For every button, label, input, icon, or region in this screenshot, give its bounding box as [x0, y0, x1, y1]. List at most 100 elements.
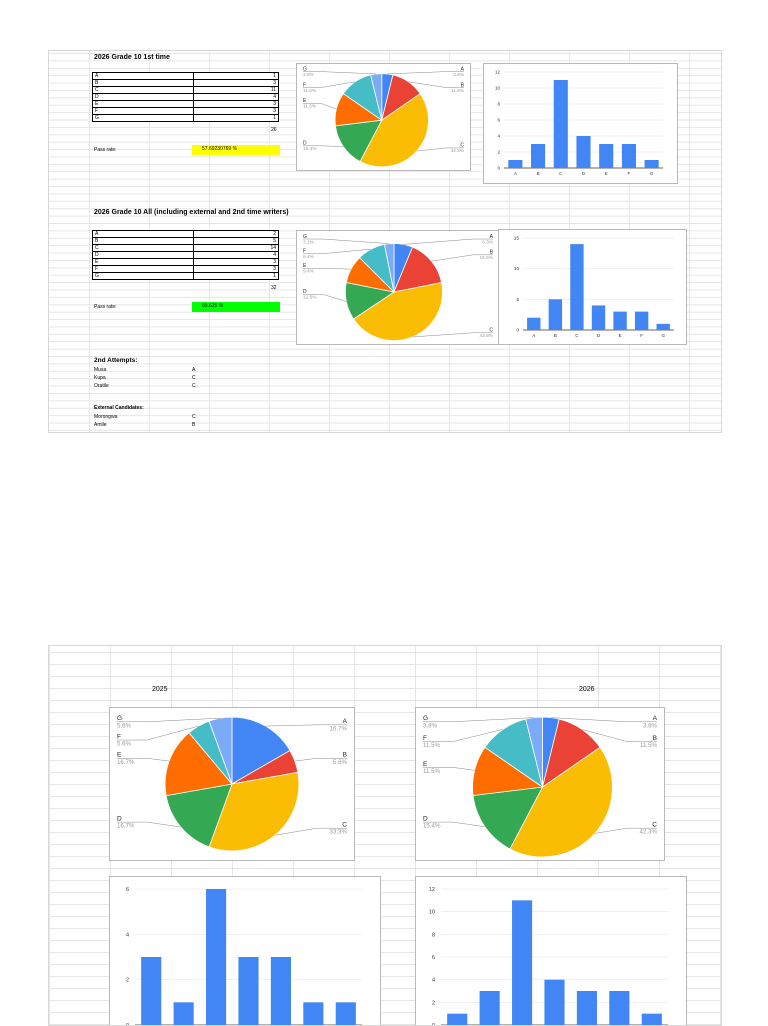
- pass-rate-cell-1[interactable]: 57.69230769 %: [192, 145, 280, 155]
- grade-cell[interactable]: A: [92, 72, 194, 80]
- count-cell[interactable]: 3: [193, 79, 279, 87]
- pie-chart-2026[interactable]: A 3.8% B 11.5% C 42.3% D 15.4% E 11.5% F 11.5% G 3.8%: [415, 707, 665, 861]
- count-cell[interactable]: 4: [193, 93, 279, 101]
- grade-cell[interactable]: G: [92, 114, 194, 122]
- bar-d[interactable]: [576, 136, 591, 168]
- bar-c[interactable]: [553, 80, 568, 168]
- pie-slice-c[interactable]: [509, 746, 613, 858]
- pie-chart-1st-time[interactable]: A 3.8% B 11.5% C 42.3% D 15.4% E 11.5% F 11.5% G 3.8%: [296, 63, 471, 171]
- pie-label: F: [303, 248, 306, 254]
- pie-label: G: [303, 66, 307, 72]
- grade-cell[interactable]: F: [92, 265, 194, 273]
- pie-slice-e[interactable]: [164, 732, 233, 797]
- bar-f[interactable]: [609, 991, 630, 1025]
- leader-line: [303, 103, 337, 110]
- pass-rate-cell-2[interactable]: 65.625 %: [192, 302, 280, 312]
- bar-chart-2026[interactable]: 0 2 4 6 8 10 12: [415, 876, 687, 1025]
- grade-cell[interactable]: C: [92, 86, 194, 94]
- pie-slice-c[interactable]: [353, 282, 443, 341]
- bar-a[interactable]: [508, 160, 523, 168]
- leader-line: [303, 294, 347, 302]
- bar-a[interactable]: [447, 1013, 468, 1025]
- count-cell[interactable]: 3: [193, 258, 279, 266]
- bar-g[interactable]: [335, 1002, 356, 1025]
- student-grade: C: [192, 414, 196, 420]
- count-cell[interactable]: 4: [193, 251, 279, 259]
- grade-cell[interactable]: D: [92, 251, 194, 259]
- count-cell[interactable]: 5: [193, 237, 279, 245]
- pie-percent: 43.8%: [480, 333, 494, 339]
- grade-cell[interactable]: F: [92, 107, 194, 115]
- pie-chart-2025[interactable]: A 16.7% B 5.6% C 33.3% D 16.7% E 16.7% F 5.6% G 5.6%: [109, 707, 355, 861]
- count-cell[interactable]: 1: [193, 114, 279, 122]
- x-tick-label: D: [582, 171, 586, 176]
- y-tick-label: 8: [497, 102, 500, 107]
- bar-f[interactable]: [634, 311, 649, 330]
- bar-d[interactable]: [238, 957, 259, 1025]
- pie-slice-d[interactable]: [472, 786, 544, 850]
- pie-label: E: [423, 761, 428, 768]
- bar-e[interactable]: [599, 144, 614, 168]
- bar-a[interactable]: [527, 317, 541, 330]
- leader-line: [117, 717, 221, 723]
- bar-chart-all[interactable]: 0 5 10 15 A B C D E F G: [498, 229, 687, 345]
- grade-cell[interactable]: E: [92, 258, 194, 266]
- x-tick-label: F: [628, 171, 631, 176]
- pie-slice-c[interactable]: [208, 771, 300, 852]
- bar-c[interactable]: [512, 900, 533, 1025]
- student-name: Kupa: [94, 375, 106, 381]
- pie-percent: 9.4%: [303, 269, 315, 275]
- pie-slice-g[interactable]: [384, 243, 395, 293]
- bar-chart-1st-time[interactable]: 0 2 4 6 8 10 12 A B C D E F G: [483, 63, 678, 184]
- grade-cell[interactable]: D: [92, 93, 194, 101]
- grade-cell[interactable]: G: [92, 272, 194, 280]
- grade-cell[interactable]: B: [92, 79, 194, 87]
- bar-f[interactable]: [303, 1002, 324, 1025]
- bar-f[interactable]: [621, 144, 636, 168]
- leader-line: [117, 725, 199, 741]
- grade-cell[interactable]: C: [92, 244, 194, 252]
- grade-cell[interactable]: E: [92, 100, 194, 108]
- bar-d[interactable]: [544, 979, 565, 1025]
- bar-d[interactable]: [591, 305, 606, 330]
- count-cell[interactable]: 11: [193, 86, 279, 94]
- count-cell[interactable]: 3: [193, 265, 279, 273]
- pie-percent: 5.6%: [117, 722, 132, 729]
- bar-b[interactable]: [531, 144, 546, 168]
- leader-line: [303, 145, 344, 147]
- bar-c[interactable]: [570, 244, 584, 330]
- spreadsheet-top[interactable]: 2026 Grade 10 1st time A 1 B 3 C 11 D 4 E 3 F 3 G 1 2…: [48, 50, 722, 433]
- count-cell[interactable]: 3: [193, 107, 279, 115]
- pie-label: F: [423, 735, 427, 742]
- count-cell[interactable]: 3: [193, 100, 279, 108]
- spreadsheet-bottom[interactable]: 2025 2026 A 16.7% B 5.6% C 33.3% D 16.7% E 16.7% F…: [48, 645, 722, 1026]
- bar-a[interactable]: [141, 957, 162, 1025]
- pie-chart-all[interactable]: A 6.3% B 15.6% C 43.8% D 12.5% E 9.4% F 9.4% G 3.1%: [296, 230, 500, 345]
- bar-g[interactable]: [644, 160, 659, 168]
- grade-cell[interactable]: A: [92, 230, 194, 238]
- leader-line: [408, 81, 464, 88]
- bar-e[interactable]: [576, 991, 597, 1025]
- bar-b[interactable]: [479, 991, 500, 1025]
- bar-c[interactable]: [206, 889, 227, 1025]
- count-cell[interactable]: 2: [193, 230, 279, 238]
- pie-all-svg: A6.3%B15.6%C43.8%D12.5%E9.4%F9.4%G3.1%: [303, 234, 494, 341]
- bar-g[interactable]: [656, 323, 670, 330]
- pie-percent: 11.5%: [423, 742, 441, 749]
- leader-line: [303, 81, 356, 88]
- bar-e[interactable]: [270, 957, 291, 1025]
- y-tick-label: 5: [516, 297, 519, 302]
- bar-g[interactable]: [641, 1013, 662, 1025]
- count-cell[interactable]: 14: [193, 244, 279, 252]
- bar-b[interactable]: [173, 1002, 194, 1025]
- count-cell[interactable]: 1: [193, 272, 279, 280]
- grade-cell[interactable]: B: [92, 237, 194, 245]
- bar-b[interactable]: [548, 299, 563, 330]
- bar-e[interactable]: [613, 311, 627, 330]
- count-cell[interactable]: 1: [193, 72, 279, 80]
- pie-slice-b[interactable]: [393, 246, 443, 293]
- pie-slice-d[interactable]: [165, 783, 233, 848]
